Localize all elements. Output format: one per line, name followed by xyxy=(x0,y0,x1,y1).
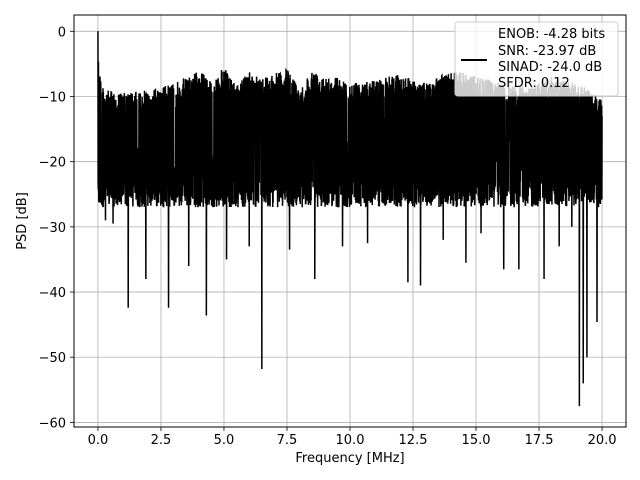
y-tick-label: −50 xyxy=(39,351,66,366)
x-tick-label: 15.0 xyxy=(462,433,491,448)
psd-line xyxy=(97,31,603,407)
legend-entry-enob: ENOB: -4.28 bits xyxy=(498,27,605,42)
x-tick-label: 0.0 xyxy=(88,433,109,448)
y-axis-ticks: 0 −10 −20 −30 −40 −50 −60 xyxy=(39,25,74,431)
y-tick-label: −40 xyxy=(39,286,66,301)
y-tick-label: −30 xyxy=(39,221,66,236)
x-axis-ticks: 0.0 2.5 5.0 7.5 10.0 12.5 15.0 17.5 20.0 xyxy=(88,427,617,448)
x-tick-label: 2.5 xyxy=(151,433,172,448)
legend: ENOB: -4.28 bits SNR: -23.97 dB SINAD: -… xyxy=(454,21,619,97)
y-tick-label: −10 xyxy=(39,90,66,105)
legend-entry-snr: SNR: -23.97 dB xyxy=(498,44,596,59)
legend-entry-sinad: SINAD: -24.0 dB xyxy=(498,60,602,75)
x-tick-label: 20.0 xyxy=(588,433,617,448)
y-tick-label: 0 xyxy=(58,25,66,40)
y-tick-label: −20 xyxy=(39,156,66,171)
y-tick-label: −60 xyxy=(39,416,66,431)
series-psd xyxy=(97,31,603,407)
x-axis-label: Frequency [MHz] xyxy=(295,451,404,466)
legend-box xyxy=(454,21,619,97)
legend-entry-sfdr: SFDR: 0.12 xyxy=(498,76,570,91)
x-tick-label: 17.5 xyxy=(525,433,554,448)
x-tick-label: 5.0 xyxy=(214,433,235,448)
y-axis-label: PSD [dB] xyxy=(15,192,30,250)
x-tick-label: 12.5 xyxy=(399,433,428,448)
x-tick-label: 10.0 xyxy=(336,433,365,448)
x-tick-label: 7.5 xyxy=(277,433,298,448)
